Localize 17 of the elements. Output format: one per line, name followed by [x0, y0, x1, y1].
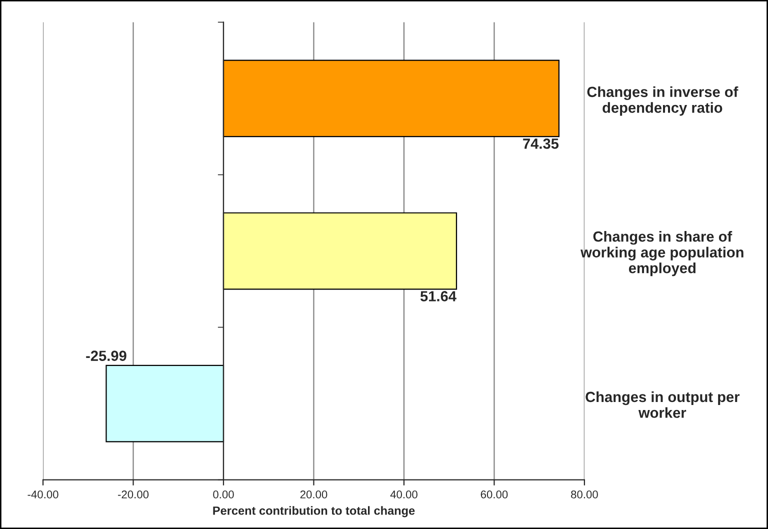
bar: [222, 212, 458, 290]
bar: [222, 60, 560, 138]
x-tick-label: -20.00: [118, 490, 149, 498]
x-tick-label: 40.00: [390, 490, 418, 498]
data-label: -25.99: [86, 350, 126, 361]
x-tick-label: -40.00: [28, 490, 58, 498]
x-axis-title: Percent contribution to total change: [213, 506, 415, 518]
data-label: 74.35: [523, 138, 559, 149]
x-tick-label: 0.00: [213, 490, 234, 498]
data-label: 51.64: [420, 291, 456, 302]
x-tick-label: 20.00: [300, 490, 328, 498]
y-tick-label: Changes in share of working age population employed: [580, 231, 744, 276]
x-tick-label: 80.00: [571, 490, 598, 498]
bar: [106, 364, 224, 442]
y-tick-label: Changes in output per worker: [586, 391, 740, 418]
y-tick-label: Changes in inverse of dependency ratio: [587, 86, 738, 116]
x-tick-label: 60.00: [480, 490, 508, 498]
